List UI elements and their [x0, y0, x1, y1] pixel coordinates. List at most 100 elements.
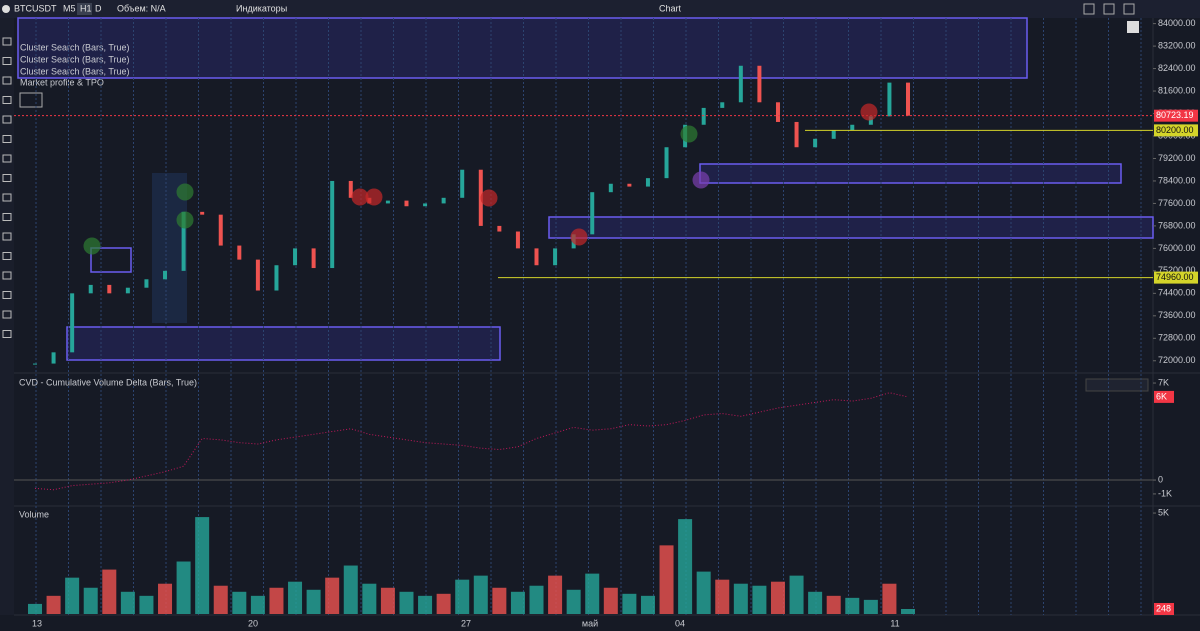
tool-icon[interactable] [2, 37, 12, 46]
candle [757, 65, 762, 103]
volume-bar [733, 583, 748, 614]
y-tick-label: 0 [1158, 474, 1163, 484]
tool-icon[interactable] [2, 252, 12, 260]
price-badge [1154, 271, 1198, 284]
y-tick-label: 5K [1158, 507, 1169, 517]
volume-bar [362, 583, 377, 614]
pane-title: CVD - Cumulative Volume Delta (Bars, Tru… [19, 377, 197, 387]
price-badge [1154, 124, 1198, 137]
volume-bar [473, 575, 488, 614]
volume-bar [882, 583, 897, 614]
candle [887, 82, 892, 117]
y-tick-label: 76000.00 [1158, 243, 1196, 253]
candle [330, 180, 335, 269]
volume-menu[interactable]: Объем: N/A [117, 3, 166, 13]
tool-icon[interactable] [2, 291, 12, 299]
tool-icon[interactable] [2, 76, 12, 85]
tool-icon[interactable] [2, 213, 12, 221]
y-tick-label: 75200.00 [1158, 265, 1196, 275]
current-badge-label: 6K [1156, 391, 1167, 401]
volume-bar [585, 573, 600, 614]
zone-box [548, 216, 1154, 239]
scroll-button[interactable] [1127, 21, 1139, 33]
candle [274, 265, 279, 291]
volume-bar [28, 603, 42, 614]
timeframe-active [77, 3, 92, 15]
volume-bar [863, 599, 878, 614]
signal-marker [480, 189, 498, 207]
overlay-label: Market profile & TPO [20, 77, 104, 87]
tool-icon[interactable] [2, 232, 12, 241]
volume-bar [826, 595, 841, 614]
candle [125, 287, 130, 294]
volume-bar [845, 597, 860, 614]
volume-bar [46, 595, 61, 614]
volume-bar [83, 587, 98, 614]
candle [868, 116, 873, 125]
pane-controls[interactable] [1085, 378, 1149, 392]
x-tick-label: 13 [32, 618, 42, 628]
y-tick-label: 72000.00 [1158, 355, 1196, 365]
candle [441, 197, 446, 204]
candle [497, 225, 502, 232]
volume-bar [65, 577, 80, 614]
volume-bar [901, 608, 915, 614]
volume-bar [455, 579, 470, 614]
volume-bar [250, 595, 265, 614]
price-badge-label: 80723.19 [1156, 110, 1194, 120]
candle [144, 279, 149, 288]
collapse-button[interactable] [19, 92, 43, 108]
y-tick-label: 76800.00 [1158, 220, 1196, 230]
signal-marker [176, 211, 194, 229]
tool-icon[interactable] [2, 310, 12, 319]
candle [701, 107, 706, 125]
candle [181, 211, 186, 271]
candle [255, 259, 260, 291]
volume-bar [548, 575, 563, 614]
tool-icon[interactable] [2, 96, 12, 104]
candle [515, 231, 520, 249]
timeframe[interactable]: M5 [63, 3, 76, 13]
current-badge-label: 248 [1156, 603, 1171, 613]
tool-icon[interactable] [2, 271, 12, 280]
candle [218, 214, 223, 246]
tool-icon[interactable] [2, 174, 12, 182]
candle [906, 82, 910, 116]
overlay-label: Cluster Search (Bars, True) [20, 54, 130, 64]
candle [33, 363, 37, 365]
volume-bar [102, 569, 117, 614]
volume-bar [418, 595, 433, 614]
window-button[interactable] [1083, 3, 1095, 15]
tool-icon[interactable] [2, 57, 12, 65]
candle [553, 248, 558, 266]
candle [645, 178, 650, 187]
tool-icon[interactable] [2, 154, 12, 163]
candle [664, 147, 669, 179]
candle [423, 203, 428, 207]
window-button[interactable] [1123, 3, 1135, 15]
window-button[interactable] [1103, 3, 1115, 15]
indicators-button[interactable]: Индикаторы [236, 3, 287, 13]
candle [107, 284, 112, 294]
tool-icon[interactable] [2, 135, 12, 143]
volume-bar [622, 593, 637, 614]
timeframe[interactable]: D [95, 3, 102, 13]
signal-marker [860, 103, 878, 121]
logo[interactable] [2, 5, 10, 13]
volume-bar [510, 591, 525, 614]
tool-icon[interactable] [2, 193, 12, 202]
volume-bar [436, 593, 451, 614]
tool-icon[interactable] [2, 330, 12, 338]
zone-box [66, 326, 501, 361]
volume-bar [603, 587, 618, 614]
symbol[interactable]: BTCUSDT [14, 3, 57, 13]
y-tick-label: 7K [1158, 377, 1169, 387]
candle [590, 192, 595, 235]
zone-box [699, 163, 1122, 184]
left-toolbar [0, 18, 14, 615]
volume-bar [529, 585, 544, 614]
timeframe[interactable]: H1 [80, 3, 92, 13]
tool-icon[interactable] [2, 115, 12, 124]
candle [794, 121, 799, 148]
